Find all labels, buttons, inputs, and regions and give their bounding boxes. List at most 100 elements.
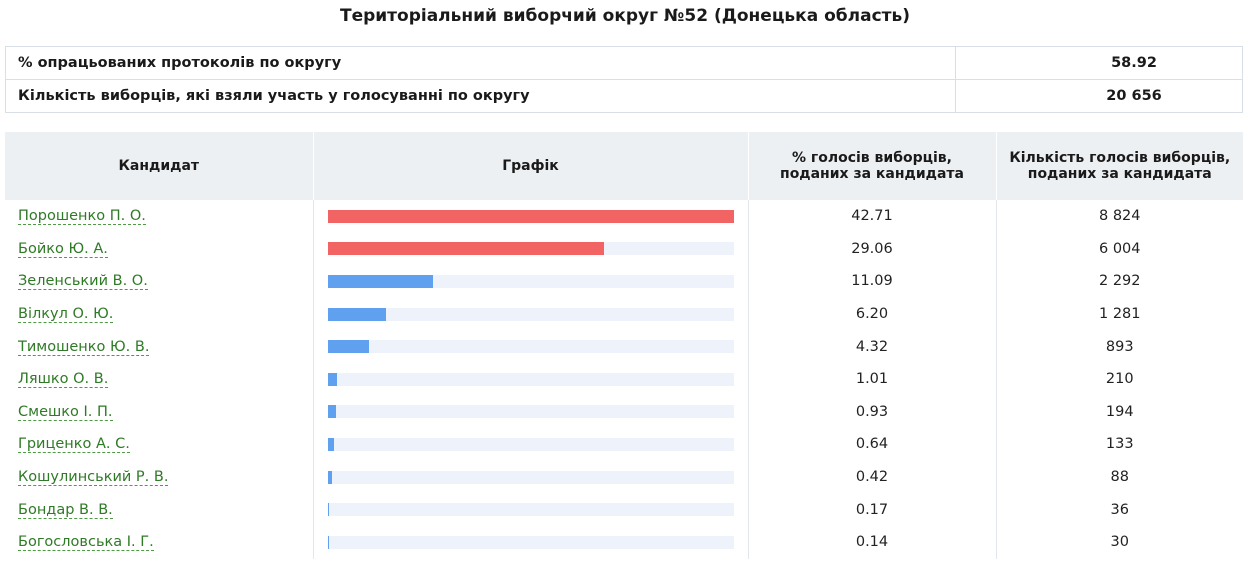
- candidate-link[interactable]: Богословська І. Г.: [18, 534, 154, 552]
- summary-row: % опрацьованих протоколів по округу 58.9…: [5, 46, 1243, 80]
- percent-cell: 11.09: [748, 265, 997, 298]
- percent-cell: 0.17: [748, 493, 997, 526]
- candidate-link[interactable]: Зеленський В. О.: [18, 273, 148, 291]
- bar-fill: [327, 503, 330, 517]
- candidate-link[interactable]: Гриценко А. С.: [18, 436, 130, 454]
- table-row: Тимошенко Ю. В. 4.32 893: [5, 330, 1243, 363]
- candidate-cell: Зеленський В. О.: [5, 265, 314, 298]
- chart-cell: [313, 200, 749, 233]
- table-row: Порошенко П. О. 42.71 8 824: [5, 200, 1243, 233]
- percent-cell: 0.14: [748, 525, 997, 559]
- candidate-link[interactable]: Тимошенко Ю. В.: [18, 338, 150, 356]
- chart-cell: [313, 232, 749, 266]
- votes-cell: 2 292: [1098, 273, 1141, 290]
- summary-label: % опрацьованих протоколів по округу: [5, 46, 956, 80]
- candidate-cell: Порошенко П. О.: [5, 200, 314, 233]
- table-row: Кошулинський Р. В. 0.42 88: [5, 460, 1243, 494]
- summary-row: Кількість виборців, які взяли участь у г…: [5, 79, 1243, 113]
- percent-cell: 29.06: [748, 232, 997, 266]
- votes-cell: 210: [1105, 371, 1134, 388]
- candidate-link[interactable]: Ляшко О. В.: [18, 371, 109, 389]
- header-percent: % голосів виборців, поданих за кандидата: [748, 132, 997, 200]
- bar-fill: [327, 274, 434, 288]
- candidate-cell: Бондар В. В.: [5, 493, 314, 526]
- candidate-cell: Смешко І. П.: [5, 395, 314, 429]
- summary-label: Кількість виборців, які взяли участь у г…: [5, 79, 956, 113]
- bar-fill: [327, 340, 369, 354]
- votes-cell: 133: [1105, 436, 1134, 453]
- summary-table: % опрацьованих протоколів по округу 58.9…: [5, 46, 1243, 113]
- bar-track: [327, 535, 734, 549]
- percent-cell: 6.20: [748, 297, 997, 331]
- table-row: Бондар В. В. 0.17 36: [5, 493, 1243, 526]
- results-header-row: Кандидат Графік % голосів виборців, пода…: [5, 132, 1243, 200]
- bar-fill: [327, 209, 734, 223]
- votes-cell: 194: [1105, 403, 1134, 420]
- bar-track: [327, 437, 734, 451]
- candidate-link[interactable]: Кошулинський Р. В.: [18, 469, 169, 487]
- bar-track: [327, 340, 734, 354]
- candidate-link[interactable]: Вілкул О. Ю.: [18, 306, 114, 324]
- votes-cell: 8 824: [1098, 208, 1141, 225]
- chart-cell: [313, 493, 749, 526]
- candidate-cell: Гриценко А. С.: [5, 428, 314, 461]
- votes-cell: 893: [1105, 338, 1134, 355]
- table-row: Зеленський В. О. 11.09 2 292: [5, 265, 1243, 298]
- table-row: Ляшко О. В. 1.01 210: [5, 362, 1243, 396]
- percent-cell: 0.93: [748, 395, 997, 429]
- results-table: Кандидат Графік % голосів виборців, пода…: [5, 132, 1243, 559]
- chart-cell: [313, 525, 749, 559]
- chart-cell: [313, 362, 749, 396]
- votes-cell: 36: [1110, 501, 1129, 518]
- percent-cell: 42.71: [748, 200, 997, 233]
- candidate-cell: Тимошенко Ю. В.: [5, 330, 314, 363]
- bar-fill: [327, 307, 387, 321]
- percent-cell: 0.64: [748, 428, 997, 461]
- page-title: Територіальний виборчий округ №52 (Донец…: [339, 6, 911, 26]
- bar-fill: [327, 372, 338, 386]
- summary-value: 20 656: [955, 79, 1243, 113]
- votes-cell: 88: [1110, 469, 1129, 486]
- bar-fill: [327, 470, 332, 484]
- candidate-cell: Ляшко О. В.: [5, 362, 314, 396]
- chart-cell: [313, 265, 749, 298]
- table-row: Гриценко А. С. 0.64 133: [5, 428, 1243, 461]
- candidate-link[interactable]: Порошенко П. О.: [18, 208, 146, 226]
- bar-track: [327, 405, 734, 419]
- chart-cell: [313, 297, 749, 331]
- candidate-cell: Кошулинський Р. В.: [5, 460, 314, 494]
- table-row: Бойко Ю. А. 29.06 6 004: [5, 232, 1243, 266]
- bar-fill: [327, 405, 337, 419]
- percent-cell: 4.32: [748, 330, 997, 363]
- bar-track: [327, 274, 734, 288]
- bar-track: [327, 470, 734, 484]
- percent-cell: 0.42: [748, 460, 997, 494]
- votes-cell: 30: [1110, 534, 1129, 551]
- header-candidate: Кандидат: [5, 132, 314, 200]
- bar-fill: [327, 535, 329, 549]
- table-row: Богословська І. Г. 0.14 30: [5, 525, 1243, 559]
- candidate-link[interactable]: Бойко Ю. А.: [18, 240, 108, 258]
- candidate-cell: Вілкул О. Ю.: [5, 297, 314, 331]
- bar-track: [327, 242, 734, 256]
- table-row: Вілкул О. Ю. 6.20 1 281: [5, 297, 1243, 331]
- header-chart: Графік: [313, 132, 749, 200]
- chart-cell: [313, 428, 749, 461]
- bar-fill: [327, 437, 334, 451]
- candidate-cell: Богословська І. Г.: [5, 525, 314, 559]
- candidate-cell: Бойко Ю. А.: [5, 232, 314, 266]
- header-votes: Кількість голосів виборців, поданих за к…: [996, 132, 1243, 200]
- bar-track: [327, 307, 734, 321]
- chart-cell: [313, 460, 749, 494]
- bar-fill: [327, 242, 604, 256]
- chart-cell: [313, 330, 749, 363]
- percent-cell: 1.01: [748, 362, 997, 396]
- chart-cell: [313, 395, 749, 429]
- candidate-link[interactable]: Бондар В. В.: [18, 501, 113, 519]
- bar-track: [327, 209, 734, 223]
- votes-cell: 6 004: [1098, 240, 1141, 257]
- bar-track: [327, 372, 734, 386]
- candidate-link[interactable]: Смешко І. П.: [18, 403, 113, 421]
- bar-track: [327, 503, 734, 517]
- votes-cell: 1 281: [1098, 306, 1141, 323]
